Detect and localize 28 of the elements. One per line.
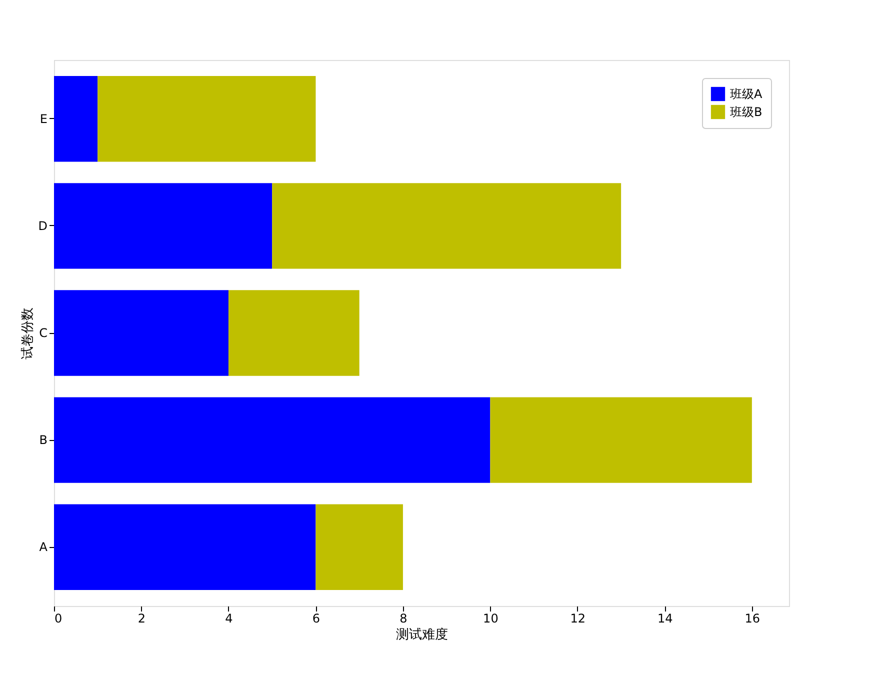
x-axis-title: 测试难度 [396,626,448,642]
y-axis-title: 试卷份数 [20,308,36,360]
bar [54,397,490,483]
legend-label: 班级B [730,105,762,119]
bar [316,504,403,590]
y-tick-label: B [39,433,48,448]
y-tick-label: C [39,326,48,340]
x-tick-label: 16 [744,612,760,626]
bar [228,290,360,376]
y-tick-label: A [39,540,48,554]
x-tick-label: 4 [225,612,233,626]
bar [272,183,622,269]
legend-label: 班级A [730,87,763,101]
bar [54,504,316,590]
bar [54,290,228,376]
x-tick-label: 10 [483,612,498,626]
x-tick-label: 8 [400,612,408,626]
bar [54,76,98,162]
y-tick-label: D [38,218,48,233]
bar [490,397,752,483]
y-tick-label: E [40,112,48,126]
x-tick-label: 2 [138,612,146,626]
x-tick-label: 14 [658,612,673,626]
x-tick-label: 12 [570,612,586,626]
x-tick-label: 6 [312,612,320,626]
bar [54,183,272,269]
x-tick-label: 0 [54,612,62,626]
bar [98,76,316,162]
